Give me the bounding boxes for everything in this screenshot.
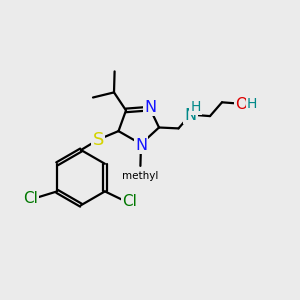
Text: S: S	[92, 131, 104, 149]
Text: Cl: Cl	[23, 191, 38, 206]
Text: H: H	[247, 98, 257, 111]
Text: N: N	[184, 108, 196, 123]
Text: O: O	[235, 97, 248, 112]
Text: Cl: Cl	[122, 194, 137, 209]
Text: N: N	[144, 100, 156, 115]
Text: methyl: methyl	[122, 171, 159, 181]
Text: H: H	[190, 100, 201, 114]
Text: N: N	[135, 138, 147, 153]
